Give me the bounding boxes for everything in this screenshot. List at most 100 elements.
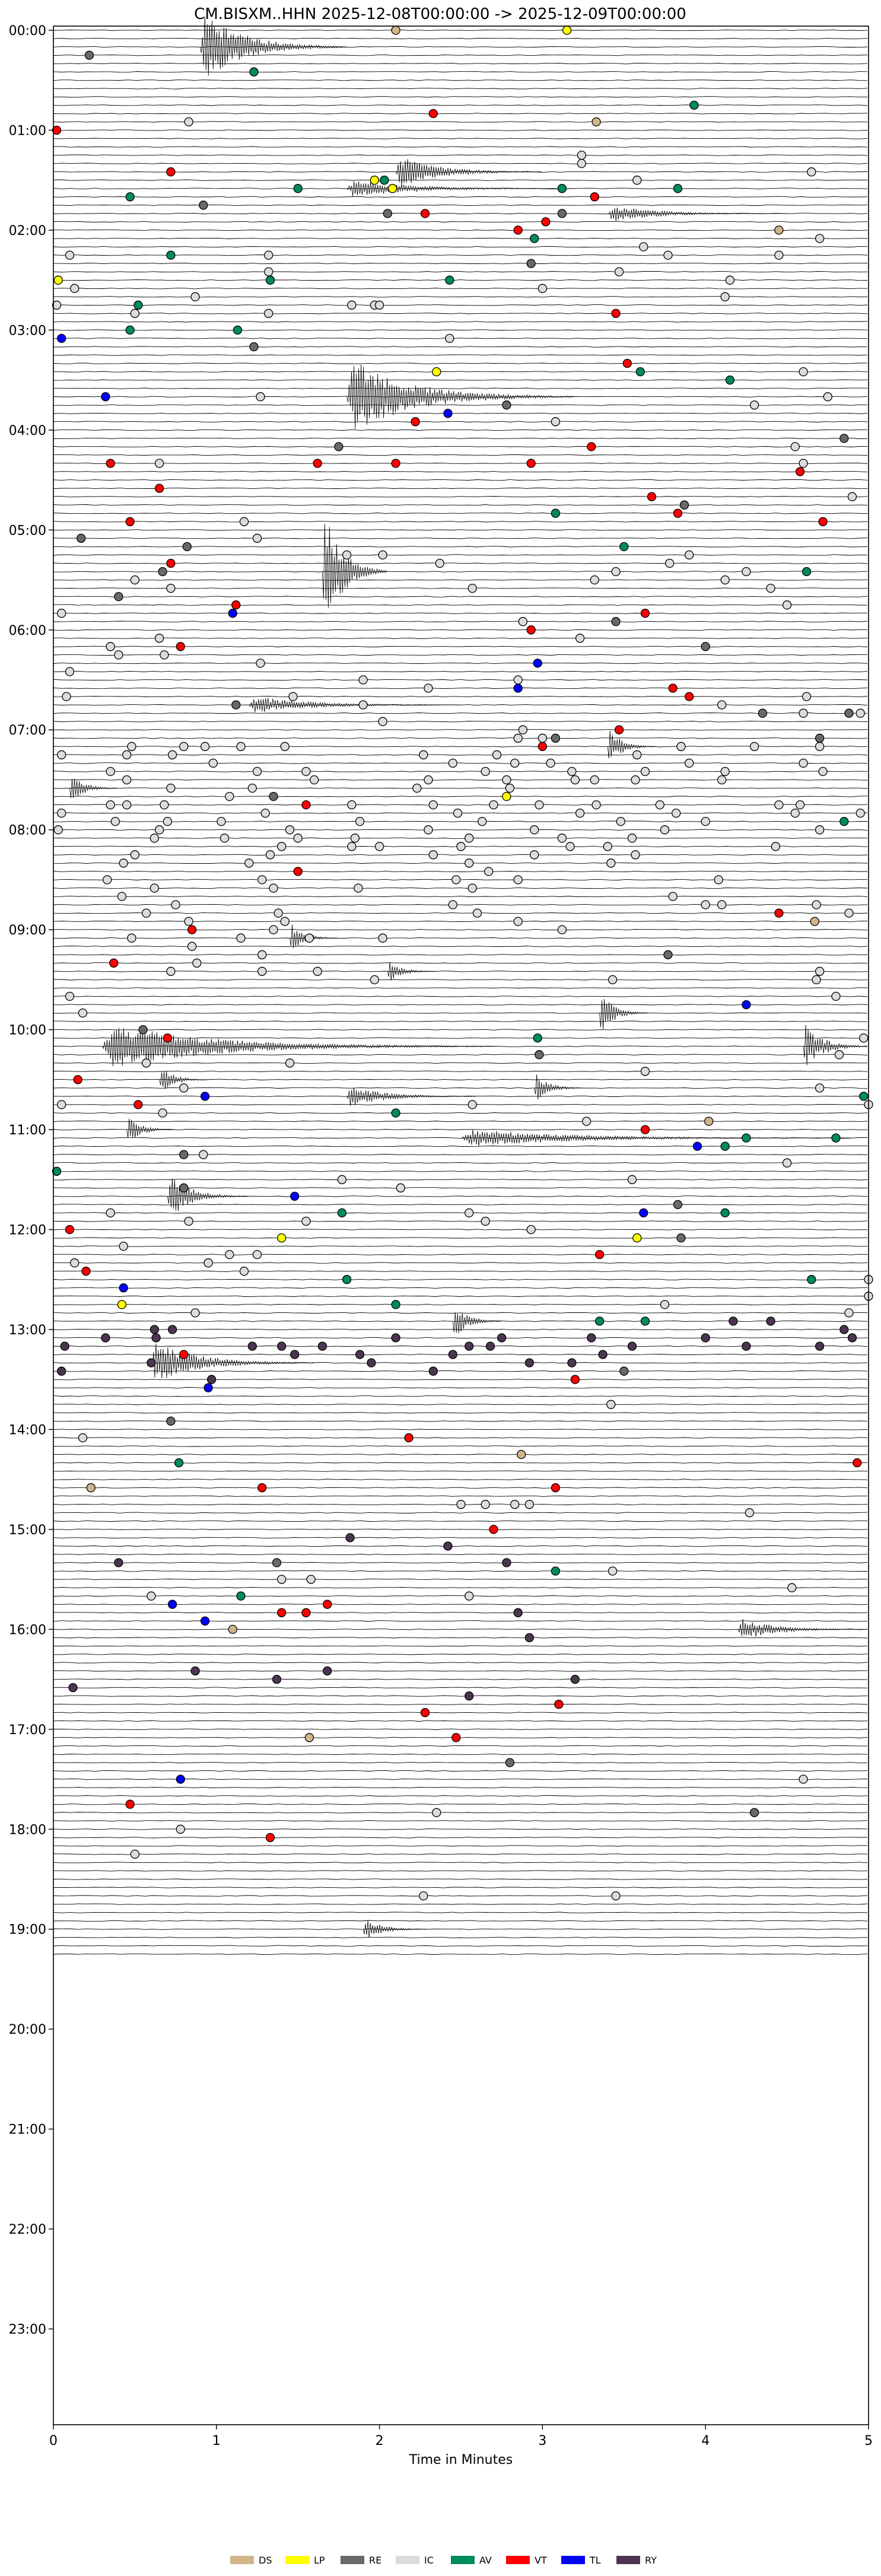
event-point-ds bbox=[86, 1483, 96, 1493]
seismic-burst bbox=[167, 1178, 249, 1211]
event-point-vt bbox=[109, 958, 119, 968]
event-point-ic bbox=[774, 800, 784, 810]
trace-row bbox=[53, 470, 868, 473]
event-point-ic bbox=[456, 1500, 466, 1509]
event-point-re bbox=[138, 1025, 148, 1035]
event-point-vt bbox=[526, 459, 536, 468]
event-point-ic bbox=[608, 975, 618, 985]
event-point-ic bbox=[492, 750, 502, 759]
event-point-ic bbox=[158, 1108, 167, 1118]
event-point-vt bbox=[257, 1483, 267, 1493]
event-point-tl bbox=[176, 1774, 185, 1784]
event-point-ic bbox=[590, 775, 599, 785]
event-point-vt bbox=[125, 1799, 135, 1809]
event-point-ic bbox=[481, 767, 490, 777]
event-point-av bbox=[551, 1566, 561, 1576]
event-point-ic bbox=[685, 550, 694, 560]
event-point-ic bbox=[264, 309, 273, 318]
event-point-ry bbox=[742, 1341, 751, 1351]
y-tick-label: 16:00 bbox=[9, 1623, 46, 1637]
event-point-ic bbox=[106, 767, 115, 777]
trace-row bbox=[53, 1454, 868, 1455]
event-point-vt bbox=[489, 1525, 498, 1534]
trace-row bbox=[53, 1254, 868, 1255]
trace-row bbox=[53, 1279, 868, 1280]
event-point-vt bbox=[187, 925, 197, 934]
event-point-ic bbox=[306, 1575, 316, 1584]
event-point-ic bbox=[590, 575, 599, 585]
event-point-ic bbox=[701, 816, 710, 826]
y-tick-label: 14:00 bbox=[9, 1423, 46, 1438]
event-point-ic bbox=[171, 900, 180, 909]
trace-row bbox=[53, 412, 868, 414]
trace-row bbox=[53, 104, 868, 106]
event-point-ic bbox=[150, 834, 160, 843]
trace-row bbox=[53, 371, 868, 373]
event-point-ic bbox=[378, 550, 387, 560]
event-point-ic bbox=[236, 933, 246, 943]
event-point-ry bbox=[524, 1358, 535, 1367]
event-point-ic bbox=[799, 758, 808, 768]
event-point-vt bbox=[277, 1608, 287, 1617]
event-point-ic bbox=[530, 825, 539, 835]
event-point-ic bbox=[374, 842, 384, 851]
event-point-vt bbox=[551, 1483, 561, 1493]
event-point-ic bbox=[614, 267, 624, 276]
event-point-ds bbox=[810, 917, 819, 926]
event-point-av bbox=[293, 184, 303, 193]
trace-row bbox=[53, 1812, 868, 1814]
event-point-ic bbox=[285, 825, 295, 835]
event-point-ic bbox=[166, 783, 176, 793]
legend-swatch bbox=[451, 2556, 475, 2564]
event-point-vt bbox=[570, 1375, 580, 1384]
event-point-ic bbox=[154, 825, 164, 835]
event-point-ic bbox=[513, 733, 523, 743]
event-point-ry bbox=[701, 1333, 710, 1343]
event-point-vt bbox=[428, 109, 438, 119]
event-point-ic bbox=[513, 875, 523, 885]
event-point-av bbox=[445, 275, 454, 285]
event-point-av bbox=[839, 816, 849, 826]
event-point-ic bbox=[269, 925, 278, 934]
event-point-tl bbox=[119, 1283, 128, 1293]
trace-row bbox=[53, 1629, 868, 1630]
event-point-av bbox=[342, 1275, 352, 1284]
event-point-vt bbox=[166, 558, 176, 568]
event-point-re bbox=[179, 1183, 189, 1192]
event-point-ry bbox=[428, 1366, 438, 1376]
seismic-burst bbox=[599, 998, 648, 1029]
trace-row bbox=[53, 1004, 868, 1006]
event-point-re bbox=[158, 567, 167, 577]
event-point-ic bbox=[859, 1033, 869, 1043]
event-point-ic bbox=[717, 900, 727, 909]
y-tick-label: 15:00 bbox=[9, 1523, 46, 1538]
event-point-ic bbox=[280, 917, 290, 926]
event-point-ry bbox=[570, 1674, 580, 1684]
y-tick-label: 11:00 bbox=[9, 1123, 46, 1138]
trace-row bbox=[53, 1570, 867, 1572]
y-tick-label: 22:00 bbox=[9, 2222, 46, 2237]
event-point-vt bbox=[668, 683, 678, 693]
seismic-burst bbox=[249, 698, 460, 713]
event-point-ic bbox=[815, 825, 825, 835]
event-point-ic bbox=[465, 858, 474, 868]
event-point-ry bbox=[502, 1558, 511, 1567]
trace-row bbox=[53, 670, 868, 673]
event-point-ic bbox=[256, 659, 265, 668]
event-point-ry bbox=[847, 1333, 857, 1343]
event-point-ic bbox=[313, 966, 322, 976]
event-point-ry bbox=[151, 1333, 161, 1343]
event-point-re bbox=[231, 700, 241, 710]
event-point-ic bbox=[685, 758, 694, 768]
event-point-ic bbox=[535, 800, 544, 810]
event-point-ic bbox=[524, 1500, 535, 1509]
seismic-burst bbox=[452, 1312, 502, 1333]
x-tick-label: 4 bbox=[701, 2434, 710, 2448]
event-point-ic bbox=[269, 883, 278, 893]
event-point-ic bbox=[484, 867, 494, 876]
event-point-ic bbox=[720, 575, 730, 585]
y-tick-label: 03:00 bbox=[9, 323, 46, 338]
trace-row bbox=[53, 338, 868, 339]
event-point-ic bbox=[799, 708, 808, 718]
trace-row bbox=[53, 629, 868, 631]
